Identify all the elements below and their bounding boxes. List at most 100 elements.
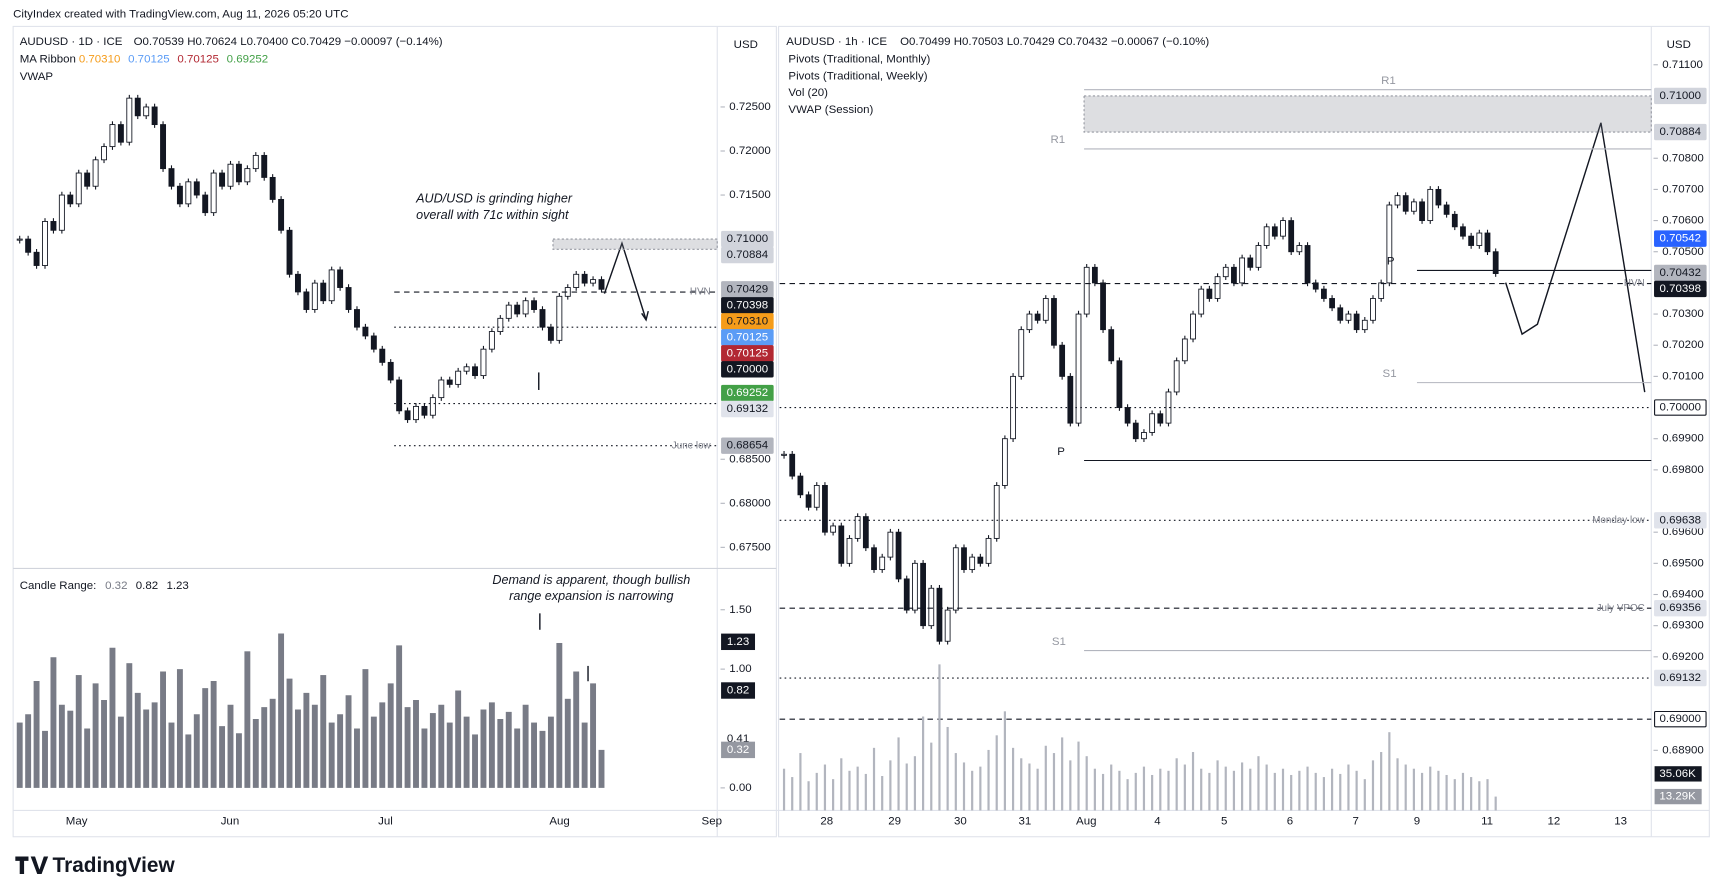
price-badge-label: 0.70884 (727, 249, 769, 261)
range-bar (463, 716, 470, 788)
price-badge (1654, 264, 1707, 282)
range-bar (151, 702, 158, 788)
currency: USD (1667, 39, 1691, 51)
volume-bar (1412, 768, 1415, 811)
y-tick-label: 0.70300 (1662, 308, 1704, 320)
range-bar (345, 695, 352, 788)
range-bar (261, 707, 268, 788)
candle (480, 348, 487, 377)
candle (387, 361, 394, 381)
volume-bar (954, 753, 957, 811)
level-tag: June low (672, 440, 712, 451)
candle (1157, 413, 1164, 424)
price-badge-label: 0.70125 (727, 347, 769, 359)
candle (404, 410, 411, 421)
range-bar (202, 688, 209, 788)
candle (1149, 413, 1156, 433)
level-tag: HVN (690, 287, 711, 298)
price-badge (1654, 600, 1707, 617)
candle (1443, 204, 1450, 215)
x-tick-label: 30 (954, 815, 967, 827)
volume-bar (1306, 766, 1309, 811)
candle (134, 97, 141, 117)
y-tick-label: 0.72500 (729, 101, 771, 113)
volume-bar (1339, 773, 1342, 811)
price-badge (1654, 512, 1707, 529)
candle (985, 537, 992, 564)
path-arrow (1504, 122, 1646, 393)
price-badge-label: 0.69356 (1660, 602, 1702, 614)
volume-bar (1298, 770, 1301, 811)
pivot-label: R1 (1050, 134, 1065, 146)
range-bar (101, 700, 107, 788)
candle (75, 172, 82, 205)
candle (67, 194, 74, 205)
x-tick-label: Aug (1076, 815, 1096, 827)
pivot-label: S1 (1052, 636, 1066, 648)
candle (1222, 266, 1229, 278)
candle (531, 300, 538, 310)
volume-bar (889, 760, 892, 811)
candle (556, 295, 563, 341)
range-bar (92, 683, 99, 788)
price-badge-label: 0.70429 (727, 283, 769, 295)
candle (58, 194, 65, 231)
candle (1132, 422, 1139, 440)
range-bar (531, 722, 537, 788)
candle (547, 326, 554, 341)
candle (961, 547, 967, 571)
range-legend: 0.32 (105, 580, 127, 592)
candle (862, 516, 869, 549)
volume-bar (1445, 774, 1448, 811)
range-bar (117, 716, 124, 788)
price-badge (721, 230, 774, 248)
candle (396, 379, 403, 412)
range-bar (505, 711, 512, 788)
range-bar (429, 713, 436, 788)
price-badge (1654, 280, 1707, 298)
candle (928, 587, 935, 627)
range-bar (193, 714, 200, 788)
ribbon-value: 0.70310 (79, 53, 121, 65)
price-badge-label: 0.70125 (727, 331, 769, 343)
volume-badge-label: 35.06K (1659, 768, 1696, 780)
volume-bar (872, 747, 876, 811)
price-badge (1654, 399, 1707, 416)
volume-bar (905, 763, 908, 811)
range-bar (547, 716, 554, 788)
level-tag: Monday low (1592, 515, 1645, 526)
candle (830, 525, 837, 533)
candle (581, 273, 588, 284)
logo-text: TradingView (53, 854, 176, 877)
candle (362, 326, 369, 337)
y-tick-label: 0.70700 (1662, 183, 1704, 195)
candle (1018, 329, 1025, 377)
candle (1296, 245, 1303, 253)
volume-bar (1232, 770, 1236, 811)
range-bar (480, 709, 487, 788)
right-arrows (1504, 122, 1646, 393)
price-badge (721, 437, 774, 454)
candle (1173, 360, 1180, 393)
candle (143, 106, 150, 117)
candle (446, 379, 453, 385)
candle (328, 269, 335, 302)
volume-bar (881, 776, 884, 811)
volume-bar (1281, 768, 1285, 811)
candle (1476, 232, 1483, 246)
candle (151, 106, 158, 126)
volume-bar (930, 742, 933, 811)
candle (261, 154, 268, 178)
range-bar (168, 722, 175, 788)
volume-bar (823, 764, 827, 811)
range-bar (396, 645, 403, 788)
candle (1419, 201, 1425, 222)
candle (438, 379, 445, 399)
price-badge (1654, 230, 1707, 247)
ribbon-value: 0.70125 (128, 53, 170, 65)
range-bar (320, 675, 327, 788)
volume-bar (1151, 774, 1154, 811)
volume-bar (1036, 768, 1039, 811)
volume-bar (1486, 779, 1489, 811)
volume-bar (1093, 768, 1096, 811)
